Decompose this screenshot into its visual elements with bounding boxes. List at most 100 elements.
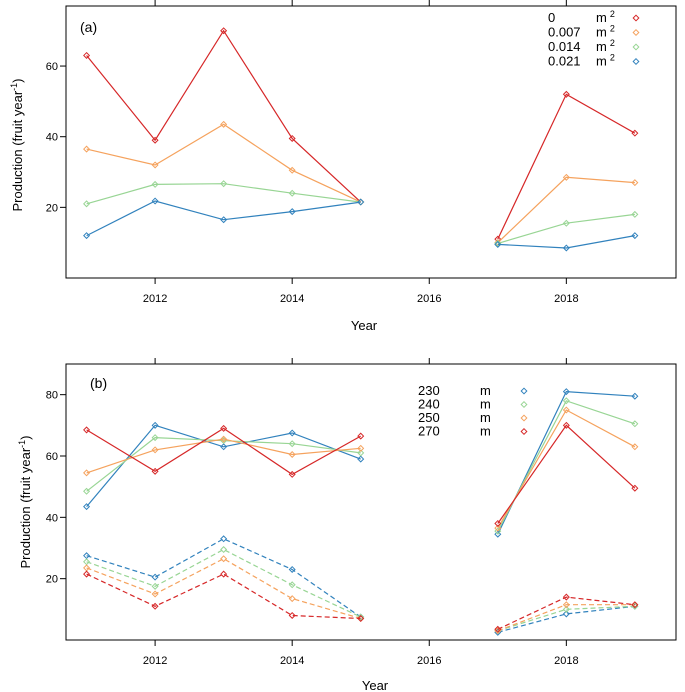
series-240-dashed <box>83 546 639 635</box>
series-line <box>497 596 635 630</box>
panel-b-label: (b) <box>90 375 107 391</box>
series-line <box>86 538 362 618</box>
x-tick-label: 2012 <box>143 293 167 305</box>
data-point <box>494 240 502 248</box>
series-line <box>497 400 636 532</box>
x-tick-label: 2014 <box>280 655 304 667</box>
y-tick-label: 60 <box>46 451 58 463</box>
data-point <box>151 446 159 454</box>
data-point <box>562 244 570 252</box>
data-point <box>83 558 91 566</box>
y-tick-label: 40 <box>46 512 58 524</box>
data-point <box>288 189 296 197</box>
series-0.021 <box>83 197 639 252</box>
data-point <box>631 420 639 428</box>
legend-unit-sup: 2 <box>610 38 615 48</box>
legend-marker <box>520 400 528 409</box>
legend-unit-text: m <box>480 424 491 439</box>
data-point <box>83 145 91 153</box>
data-point <box>151 582 159 590</box>
legend-label: 240 <box>418 397 440 412</box>
data-point <box>151 573 159 581</box>
panel-a-x-axis-title: Year <box>351 318 378 333</box>
series-250 <box>83 406 639 532</box>
data-point <box>220 27 228 35</box>
data-point <box>151 197 159 205</box>
data-point <box>357 444 365 452</box>
series-line <box>86 200 361 237</box>
data-point <box>288 470 296 478</box>
legend-unit-text: m <box>596 25 607 40</box>
data-point <box>83 503 91 511</box>
panel-a-y-axis-title-close: ) <box>10 78 25 82</box>
panel-b-y-axis: 20 40 60 80 <box>46 390 66 586</box>
series-line <box>86 183 361 205</box>
data-point <box>562 219 570 227</box>
legend-unit-text: m <box>480 397 491 412</box>
panel-b-y-axis-title-sup: -1 <box>17 440 27 448</box>
panel-a-y-axis-title: Production (fruit year-1) <box>9 78 25 211</box>
series-0.014 <box>83 180 639 247</box>
legend-unit: m <box>480 383 491 398</box>
series-270 <box>83 421 639 527</box>
series-line <box>497 176 635 244</box>
data-point <box>151 602 159 610</box>
data-point <box>562 90 570 98</box>
data-point <box>631 232 639 240</box>
data-point <box>288 429 296 437</box>
legend-unit-text: m <box>596 39 607 54</box>
series-230-dashed <box>83 535 639 636</box>
legend-marker <box>520 387 528 395</box>
x-tick-label: 2018 <box>554 655 578 667</box>
series-line <box>86 427 361 476</box>
legend-unit-text: m <box>596 54 607 69</box>
series-line <box>86 558 361 620</box>
data-point <box>631 484 639 492</box>
y-tick-label: 40 <box>46 132 58 144</box>
y-tick-label: 20 <box>46 574 58 586</box>
data-point <box>357 455 365 463</box>
panel-a-series <box>83 27 639 252</box>
data-point <box>631 129 639 137</box>
data-point <box>562 593 570 601</box>
panel-b-y-axis-title-close: ) <box>18 435 33 439</box>
data-point <box>494 524 502 532</box>
panel-a-x-axis: 2012 2014 2016 2018 <box>143 0 579 305</box>
data-point <box>83 570 91 578</box>
panel-b-y-axis-title: Production (fruit year-1) <box>17 435 33 568</box>
series-line <box>86 29 362 203</box>
panel-a-y-axis-title-text: Production (fruit year <box>10 90 25 211</box>
data-point <box>151 421 159 429</box>
legend-label: 0.007 <box>548 25 581 40</box>
data-point <box>220 570 228 578</box>
data-point <box>631 179 639 187</box>
y-tick-label: 80 <box>46 390 58 402</box>
panel-a-y-axis: 20 40 60 <box>46 61 66 214</box>
data-point <box>83 487 91 495</box>
x-tick-label: 2016 <box>417 655 441 667</box>
data-point <box>83 564 91 572</box>
legend-marker <box>632 14 640 22</box>
data-point <box>288 208 296 216</box>
data-point <box>220 443 228 451</box>
series-line <box>497 409 636 529</box>
legend-label: 270 <box>418 424 440 439</box>
data-point <box>562 601 570 609</box>
legend-label: 0 <box>548 10 555 25</box>
series-line <box>86 123 361 203</box>
data-point <box>288 565 296 573</box>
legend-label: 0.014 <box>548 39 581 54</box>
data-point <box>562 421 570 429</box>
data-point <box>562 406 570 414</box>
data-point <box>220 216 228 224</box>
data-point <box>357 613 365 621</box>
legend-unit: m <box>480 397 491 412</box>
data-point <box>220 435 228 443</box>
data-point <box>151 467 159 475</box>
legend-unit-text: m <box>480 410 491 425</box>
data-point <box>151 161 159 169</box>
series-line <box>86 573 361 620</box>
